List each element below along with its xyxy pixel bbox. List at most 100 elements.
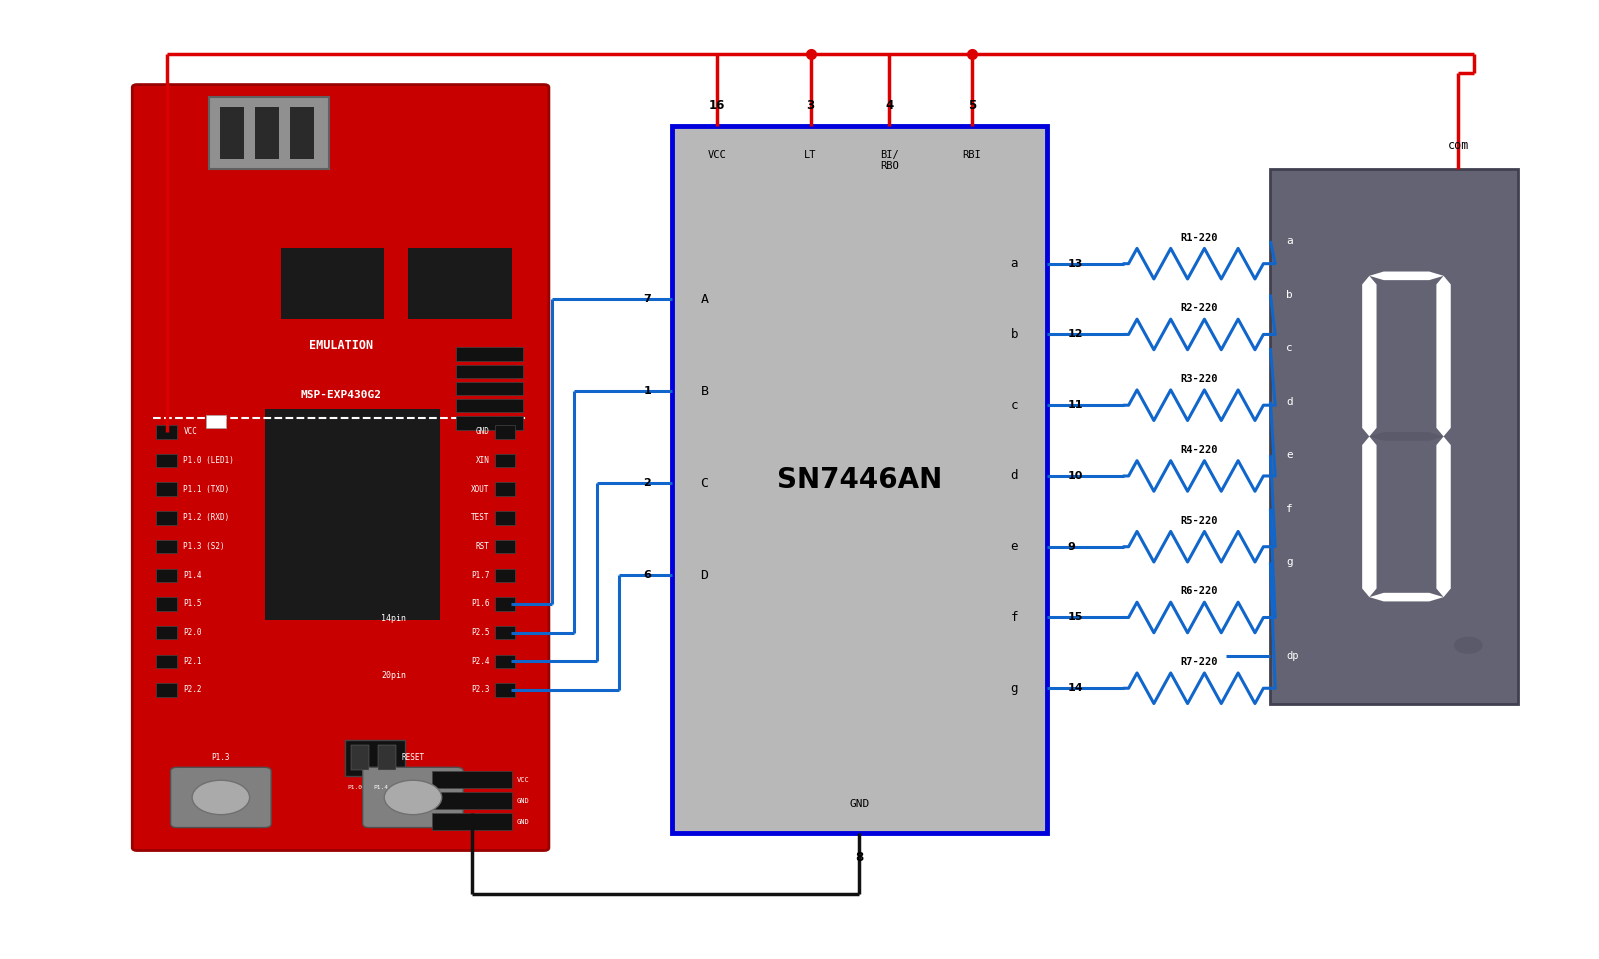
Text: 14pin: 14pin — [381, 614, 406, 622]
Text: SN7446AN: SN7446AN — [777, 465, 942, 494]
Text: 15: 15 — [1068, 613, 1083, 622]
Text: c: c — [1011, 399, 1019, 411]
Text: P1.0: P1.0 — [347, 785, 363, 790]
Bar — [494, 626, 515, 640]
Bar — [206, 415, 227, 428]
Text: BI/
RBO: BI/ RBO — [879, 150, 899, 172]
Bar — [265, 409, 440, 620]
Text: TEST: TEST — [472, 513, 489, 523]
Polygon shape — [1369, 593, 1444, 601]
Text: VCC: VCC — [516, 777, 529, 783]
Text: d: d — [1286, 397, 1294, 407]
Polygon shape — [1436, 436, 1450, 597]
Bar — [157, 425, 177, 438]
Text: P1.1 (TXD): P1.1 (TXD) — [184, 484, 230, 494]
Bar — [408, 247, 512, 319]
Bar — [672, 126, 1047, 833]
FancyBboxPatch shape — [133, 84, 548, 851]
Polygon shape — [1362, 436, 1377, 597]
Bar — [256, 106, 280, 159]
Bar — [494, 569, 515, 582]
Text: P1.3 (S2): P1.3 (S2) — [184, 542, 225, 551]
Text: MSP-EXP430G2: MSP-EXP430G2 — [301, 390, 381, 400]
Bar — [157, 540, 177, 553]
FancyBboxPatch shape — [171, 767, 272, 828]
Text: f: f — [1011, 611, 1019, 624]
Text: d: d — [1011, 470, 1019, 482]
Bar — [157, 454, 177, 467]
Text: R5-220: R5-220 — [1180, 516, 1218, 526]
Text: R6-220: R6-220 — [1180, 587, 1218, 596]
Polygon shape — [1369, 271, 1444, 280]
Text: 7: 7 — [643, 294, 651, 304]
Text: P1.2 (RXD): P1.2 (RXD) — [184, 513, 230, 523]
Text: P1.3: P1.3 — [211, 753, 230, 761]
Text: com: com — [1447, 138, 1469, 152]
Text: 14: 14 — [1068, 683, 1083, 693]
Bar — [456, 382, 523, 395]
Polygon shape — [1436, 276, 1450, 436]
Text: P1.5: P1.5 — [184, 599, 201, 608]
Bar — [209, 97, 329, 169]
Text: GND: GND — [516, 798, 529, 804]
Bar — [494, 655, 515, 668]
Bar — [221, 106, 245, 159]
Text: P1.6: P1.6 — [472, 599, 489, 608]
Text: P1.0 (LED1): P1.0 (LED1) — [184, 456, 233, 465]
Text: 3: 3 — [806, 100, 814, 112]
Text: e: e — [1011, 540, 1019, 553]
Text: VCC: VCC — [707, 150, 726, 159]
Text: D: D — [700, 569, 708, 581]
Text: GND: GND — [516, 819, 529, 825]
Bar — [494, 482, 515, 496]
Text: g: g — [1011, 682, 1019, 694]
Text: b: b — [1286, 290, 1294, 299]
Text: LT: LT — [804, 150, 817, 159]
Bar — [432, 792, 512, 809]
Text: P2.2: P2.2 — [184, 686, 201, 694]
Bar — [157, 684, 177, 696]
Text: A: A — [700, 292, 708, 306]
Text: RBI: RBI — [963, 150, 982, 159]
Text: XOUT: XOUT — [472, 484, 489, 494]
Circle shape — [1453, 637, 1482, 654]
FancyBboxPatch shape — [363, 767, 464, 828]
Bar — [456, 399, 523, 412]
Text: RST: RST — [477, 542, 489, 551]
Bar — [281, 247, 384, 319]
Text: 12: 12 — [1068, 330, 1083, 339]
Text: dp: dp — [1286, 651, 1298, 661]
Circle shape — [384, 781, 441, 814]
Text: P2.1: P2.1 — [184, 657, 201, 666]
Bar — [350, 745, 368, 770]
Bar — [494, 684, 515, 696]
Text: f: f — [1286, 503, 1294, 514]
Text: 8: 8 — [855, 851, 863, 863]
Text: P1.4: P1.4 — [373, 785, 389, 790]
Text: 2: 2 — [643, 478, 651, 488]
Bar — [432, 771, 512, 788]
Bar — [157, 655, 177, 668]
Text: GND: GND — [849, 800, 870, 809]
Bar — [157, 511, 177, 525]
Text: 4: 4 — [886, 100, 894, 112]
Text: B: B — [700, 385, 708, 398]
Text: 11: 11 — [1068, 400, 1083, 410]
Text: XIN: XIN — [477, 456, 489, 465]
Bar — [157, 482, 177, 496]
Bar — [494, 540, 515, 553]
Bar — [1270, 169, 1517, 704]
Text: P2.5: P2.5 — [472, 628, 489, 637]
Text: 20pin: 20pin — [381, 671, 406, 680]
Bar — [344, 739, 405, 776]
Polygon shape — [1362, 276, 1377, 436]
Text: EMULATION: EMULATION — [309, 339, 373, 352]
Text: 10: 10 — [1068, 471, 1083, 481]
Text: VCC: VCC — [184, 428, 197, 436]
Text: a: a — [1286, 236, 1294, 246]
Text: R7-220: R7-220 — [1180, 657, 1218, 667]
Text: e: e — [1286, 450, 1294, 460]
Text: 5: 5 — [967, 100, 975, 112]
Text: R2-220: R2-220 — [1180, 303, 1218, 314]
Polygon shape — [1369, 433, 1444, 441]
